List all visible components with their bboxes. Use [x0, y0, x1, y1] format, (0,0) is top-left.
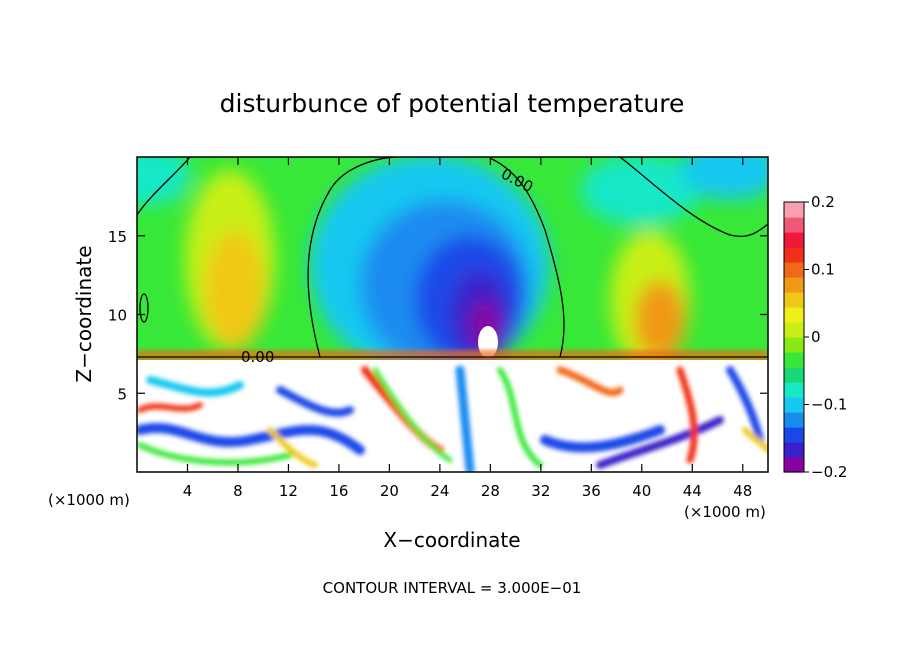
- colorbar-swatch: [784, 307, 804, 323]
- chart-title: disturbunce of potential temperature: [220, 89, 685, 118]
- colorbar-swatch: [784, 292, 804, 308]
- heatmap-field: [137, 157, 768, 472]
- x-axis: 4 8 12 16 20 24 28 32 36 40 44 48: [183, 157, 752, 500]
- colorbar-swatch: [784, 277, 804, 293]
- colorbar-swatch: [784, 322, 804, 338]
- x-unit-right: (×1000 m): [684, 503, 766, 521]
- colorbar-tick-label: 0: [811, 328, 821, 346]
- colorbar-swatch: [784, 262, 804, 278]
- x-tick-label: 8: [233, 482, 243, 500]
- y-axis-label: Z−coordinate: [72, 245, 96, 382]
- contour-label-mid: 0.00: [241, 348, 274, 366]
- colorbar-swatch: [784, 382, 804, 398]
- x-tick-label: 28: [481, 482, 500, 500]
- colorbar-swatch: [784, 232, 804, 248]
- x-tick-label: 4: [183, 482, 193, 500]
- colorbar-tick-label: 0.1: [811, 261, 835, 279]
- colorbar-swatch: [784, 352, 804, 368]
- colorbar: [783, 201, 805, 473]
- colorbar-swatch: [784, 397, 804, 413]
- colorbar-swatch: [784, 442, 804, 458]
- y-axis: 5 10 15: [108, 228, 768, 403]
- x-tick-label: 32: [531, 482, 550, 500]
- x-tick-label: 44: [683, 482, 702, 500]
- colorbar-tick-label: 0.2: [811, 193, 835, 211]
- x-tick-label: 20: [380, 482, 399, 500]
- y-tick-label: 10: [108, 307, 127, 325]
- x-tick-label: 16: [329, 482, 348, 500]
- y-tick-label: 15: [108, 228, 127, 246]
- y-tick-label: 5: [117, 385, 127, 403]
- x-tick-label: 48: [733, 482, 752, 500]
- colorbar-swatch: [784, 217, 804, 233]
- colorbar-tick-label: −0.1: [811, 396, 847, 414]
- colorbar-swatch: [784, 367, 804, 383]
- colorbar-swatch: [784, 202, 804, 218]
- colorbar-swatch: [784, 412, 804, 428]
- colorbar-swatch: [784, 457, 804, 473]
- colorbar-ticks: 0.2 0.1 0 −0.1 −0.2: [804, 193, 847, 481]
- x-unit-left: (×1000 m): [48, 491, 130, 509]
- x-tick-label: 36: [582, 482, 601, 500]
- colorbar-tick-label: −0.2: [811, 463, 847, 481]
- contour-interval-note: CONTOUR INTERVAL = 3.000E−01: [323, 579, 582, 597]
- colorbar-swatch: [784, 247, 804, 263]
- colorbar-swatch: [784, 427, 804, 443]
- x-tick-label: 40: [632, 482, 651, 500]
- x-tick-label: 12: [279, 482, 298, 500]
- x-tick-label: 24: [430, 482, 449, 500]
- colorbar-swatch: [784, 337, 804, 353]
- x-axis-label: X−coordinate: [383, 528, 520, 552]
